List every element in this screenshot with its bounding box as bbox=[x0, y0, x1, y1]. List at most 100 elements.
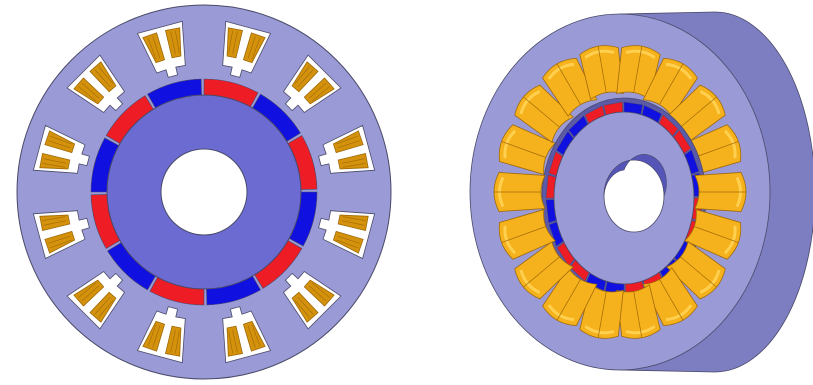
end-winding-coil bbox=[694, 172, 747, 212]
end-winding-coil bbox=[666, 240, 726, 300]
end-winding-coil bbox=[493, 172, 546, 212]
coil bbox=[73, 279, 105, 307]
stator-slot bbox=[282, 54, 342, 114]
coil-stripe bbox=[175, 330, 180, 354]
coil-stripe bbox=[247, 36, 256, 59]
shaft-bore bbox=[160, 148, 248, 236]
slot-opening bbox=[66, 270, 126, 330]
end-winding-coil bbox=[579, 284, 624, 339]
coil bbox=[291, 291, 319, 323]
end-winding-coil bbox=[542, 57, 598, 118]
coil-stripe bbox=[98, 299, 114, 318]
coil-stripe bbox=[49, 135, 72, 145]
coil-stripe bbox=[48, 140, 71, 149]
coil bbox=[89, 61, 117, 93]
shaft-bore-3d bbox=[603, 154, 667, 233]
coil bbox=[332, 130, 364, 154]
coil-stripe bbox=[81, 82, 99, 99]
stator-slot bbox=[32, 124, 90, 174]
stator-slot bbox=[66, 270, 126, 330]
end-windings-front bbox=[493, 172, 747, 339]
motor-cross-section-view bbox=[16, 4, 392, 380]
coil bbox=[303, 77, 335, 105]
coil-stripe bbox=[294, 66, 310, 85]
coil-stripe bbox=[175, 30, 180, 54]
coil-stripe bbox=[232, 31, 238, 55]
coil-stripe bbox=[170, 329, 176, 353]
coil-stripe bbox=[94, 69, 111, 87]
coil-stripe bbox=[341, 158, 365, 164]
coil bbox=[44, 230, 76, 254]
coil-stripe bbox=[309, 82, 327, 99]
end-winding-coil bbox=[514, 84, 574, 144]
coil-stripe bbox=[94, 297, 111, 315]
coil-stripe bbox=[247, 325, 256, 348]
coil-stripe bbox=[170, 31, 176, 55]
coil-stripe bbox=[342, 216, 366, 221]
coil-stripe bbox=[98, 66, 114, 85]
coil bbox=[242, 320, 266, 352]
end-winding-coil bbox=[498, 209, 556, 260]
coil bbox=[44, 130, 76, 154]
coil-stripe bbox=[48, 235, 71, 244]
stator-slot bbox=[66, 54, 126, 114]
coil-stripe bbox=[152, 36, 161, 59]
end-winding-coil bbox=[684, 209, 742, 260]
coil bbox=[332, 230, 364, 254]
coil-stripe bbox=[49, 239, 72, 249]
coil-stripe bbox=[81, 285, 99, 302]
stator-slots bbox=[32, 20, 376, 364]
slot-opening bbox=[66, 54, 126, 114]
coil-stripe bbox=[297, 297, 314, 315]
stator-slot bbox=[318, 124, 376, 174]
rotor-magnet-ring bbox=[90, 78, 318, 306]
coil bbox=[303, 279, 335, 307]
end-winding-coil bbox=[579, 45, 624, 100]
end-winding-coil bbox=[616, 45, 661, 100]
coil-stripe bbox=[336, 239, 359, 249]
coil-stripe bbox=[337, 140, 360, 149]
coil-stripe bbox=[251, 324, 261, 347]
stator-slot bbox=[318, 210, 376, 260]
coil bbox=[142, 32, 166, 64]
coil-stripe bbox=[152, 325, 161, 348]
coil-stripe bbox=[43, 158, 67, 164]
coil-stripe bbox=[297, 69, 314, 87]
end-winding-coil bbox=[642, 266, 698, 327]
coil bbox=[242, 32, 266, 64]
coil-stripe bbox=[342, 163, 366, 168]
coil-stripe bbox=[309, 285, 327, 302]
coil-stripe bbox=[294, 299, 310, 318]
coil-stripe bbox=[311, 86, 330, 102]
coil-stripe bbox=[336, 135, 359, 145]
coil-stripe bbox=[311, 282, 330, 298]
end-winding-coil bbox=[616, 284, 661, 339]
coil-stripe bbox=[43, 220, 67, 226]
end-windings-back bbox=[498, 45, 742, 175]
coil bbox=[73, 77, 105, 105]
stator-slot bbox=[136, 20, 186, 78]
coil-stripe bbox=[337, 235, 360, 244]
bore-wall bbox=[603, 154, 667, 197]
coil-stripe bbox=[341, 220, 365, 226]
end-winding-coil bbox=[642, 57, 698, 118]
coil-stripe bbox=[147, 37, 157, 60]
coil bbox=[291, 61, 319, 93]
stator-slot bbox=[32, 210, 90, 260]
coil-stripe bbox=[147, 324, 157, 347]
coil-stripe bbox=[232, 329, 238, 353]
stator-slot bbox=[222, 306, 272, 364]
coil bbox=[89, 291, 117, 323]
slot-opening bbox=[282, 270, 342, 330]
coil-stripe bbox=[228, 30, 233, 54]
stator-slot bbox=[222, 20, 272, 78]
coil-stripe bbox=[251, 37, 261, 60]
coil-stripe bbox=[228, 330, 233, 354]
coil-stripe bbox=[78, 86, 97, 102]
coil-stripe bbox=[42, 216, 66, 221]
slot-opening bbox=[282, 54, 342, 114]
motor-isometric-view bbox=[469, 11, 813, 373]
coil bbox=[142, 320, 166, 352]
coil-stripe bbox=[78, 282, 97, 298]
